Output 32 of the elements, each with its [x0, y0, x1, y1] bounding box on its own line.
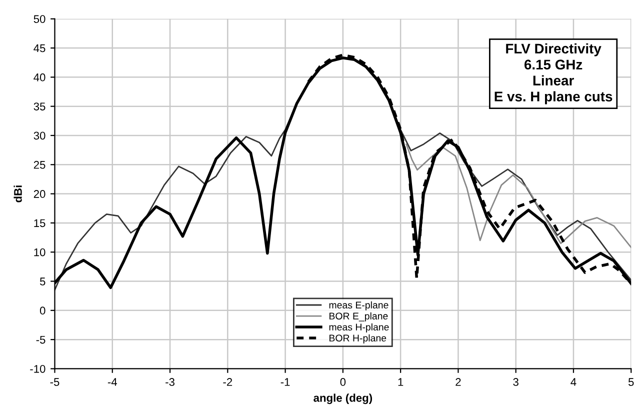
legend-label: BOR E_plane: [330, 312, 388, 322]
y-tick-label: 40: [34, 73, 46, 82]
x-tick-label: -5: [50, 378, 60, 386]
legend-label: BOR H-plane: [330, 334, 386, 344]
y-tick-label: 25: [34, 160, 46, 169]
y-tick-label: 20: [34, 190, 46, 198]
y-tick-label: 15: [34, 219, 46, 228]
y-tick-label: 0: [40, 306, 46, 315]
x-axis-title: angle (deg): [314, 394, 372, 404]
x-tick-label: -3: [166, 378, 174, 386]
x-tick-label: 5: [628, 378, 634, 386]
y-tick-label: -5: [36, 336, 46, 344]
y-tick-label: 50: [34, 15, 46, 23]
y-tick-label: 35: [34, 102, 46, 110]
legend-label: meas H-plane: [329, 323, 389, 332]
line-series: [406, 144, 632, 248]
x-tick-label: -2: [223, 378, 232, 386]
x-tick-label: 0: [340, 378, 346, 386]
y-tick-label: 45: [34, 44, 46, 52]
y-tick-label: -10: [30, 364, 46, 373]
text: FLV Directivity 6.15 GHz Linear E vs. H plane cuts: [494, 43, 612, 104]
x-tick-label: -1: [280, 378, 290, 386]
y-tick-label: 5: [40, 278, 46, 286]
y-axis-title: dBi: [14, 186, 22, 202]
x-tick-label: 3: [513, 378, 518, 386]
x-tick-label: 1: [398, 378, 404, 386]
y-tick-label: 30: [34, 132, 46, 140]
x-tick-label: 2: [456, 378, 461, 386]
x-tick-label: 4: [570, 378, 576, 386]
legend-label: meas E-plane: [329, 301, 388, 310]
y-tick-label: 10: [34, 248, 46, 256]
x-tick-label: -4: [108, 378, 117, 386]
